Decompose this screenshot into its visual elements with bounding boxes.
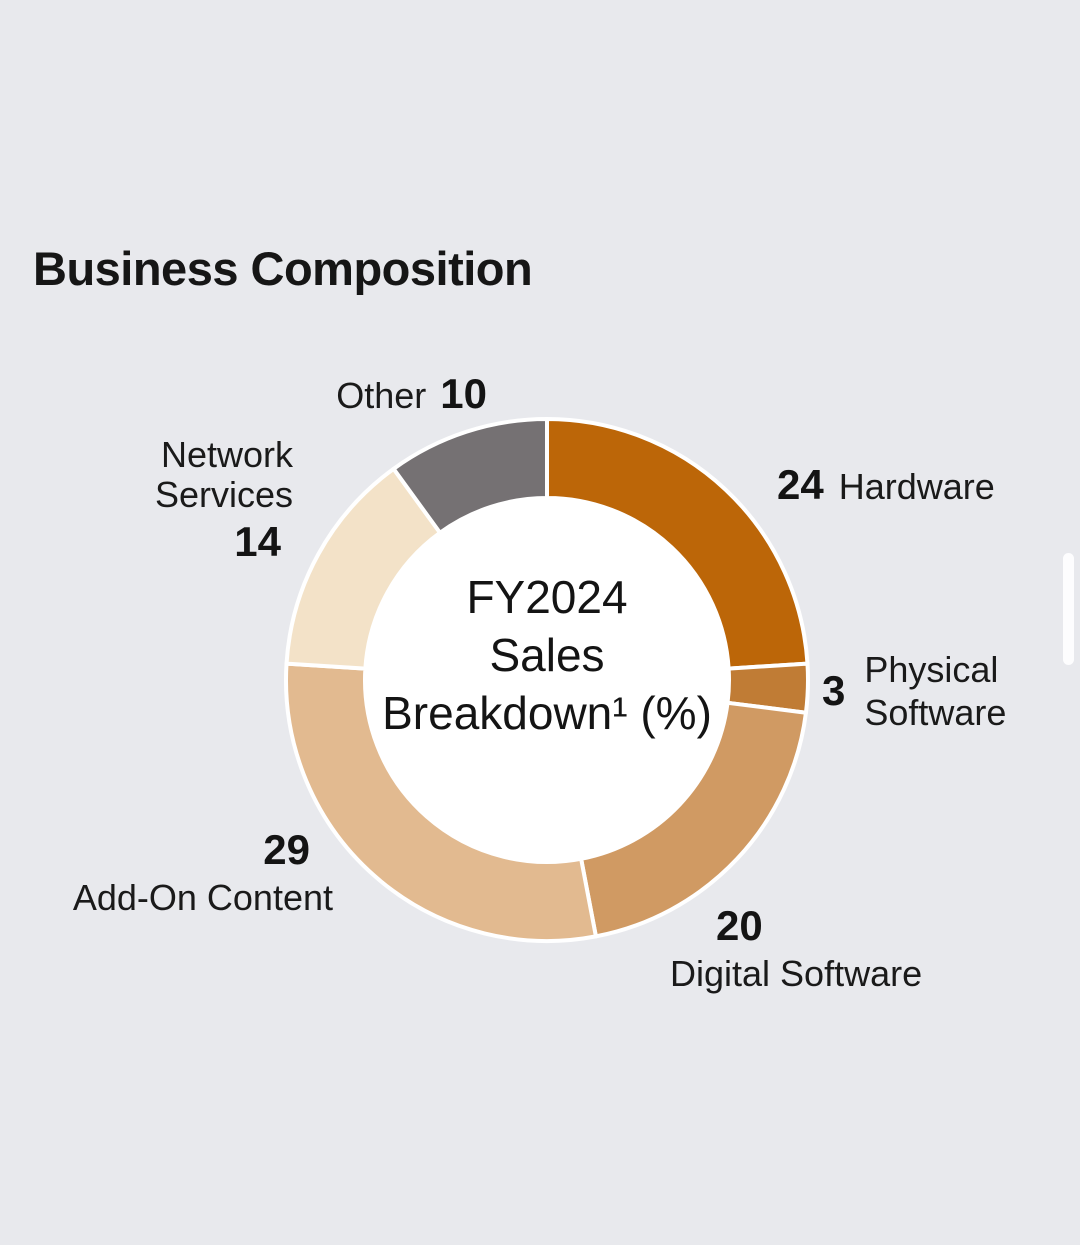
center-line-1: FY2024 — [466, 571, 628, 623]
add-on-content-name: Add-On Content — [72, 877, 333, 918]
donut-hole — [362, 495, 732, 865]
physical-software-name: Physical Software — [864, 648, 1006, 734]
slice-hardware — [545, 417, 810, 671]
chart-center-label: FY2024 Sales Breakdown¹ (%) — [362, 568, 732, 742]
digital-software-name: Digital Software — [670, 953, 923, 994]
physical-software-name-line1: Physical — [864, 649, 999, 690]
label-digital-software: 20 Digital Software — [670, 902, 922, 994]
page-title: Business Composition — [33, 242, 533, 296]
center-line-2: Sales — [489, 629, 605, 681]
physical-software-value: 3 — [822, 667, 846, 714]
label-network-services: Network Services 14 — [155, 435, 293, 565]
label-add-on-content: 29 Add-On Content — [73, 826, 333, 918]
network-services-value: 14 — [234, 518, 281, 565]
slice-add-on-content — [284, 661, 598, 943]
hardware-name: Hardware — [838, 466, 995, 507]
add-on-content-value: 29 — [263, 826, 310, 873]
digital-software-value: 20 — [716, 902, 763, 949]
label-other: Other 10 — [336, 370, 487, 417]
slice-other — [391, 417, 549, 535]
hardware-value: 24 — [777, 461, 824, 508]
center-line-3: Breakdown¹ (%) — [382, 687, 712, 739]
network-services-name-line2: Services — [154, 474, 293, 515]
label-hardware: 24 Hardware — [777, 461, 995, 508]
scrollbar-thumb[interactable] — [1063, 553, 1074, 665]
other-name: Other — [336, 375, 427, 416]
other-value: 10 — [440, 370, 487, 417]
physical-software-name-line2: Software — [864, 692, 1007, 733]
label-physical-software: 3 Physical Software — [822, 648, 1006, 734]
network-services-name-line1: Network — [160, 434, 293, 475]
